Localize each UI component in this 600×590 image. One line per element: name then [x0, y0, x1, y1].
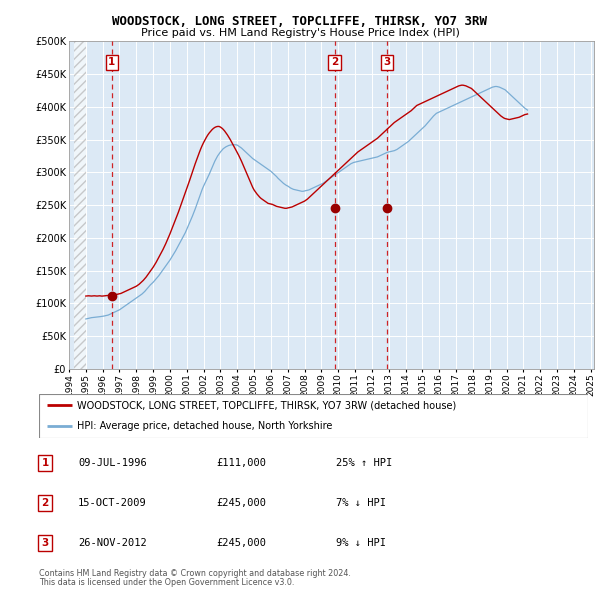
Text: 25% ↑ HPI: 25% ↑ HPI [336, 458, 392, 468]
Text: 7% ↓ HPI: 7% ↓ HPI [336, 498, 386, 507]
Text: Contains HM Land Registry data © Crown copyright and database right 2024.: Contains HM Land Registry data © Crown c… [39, 569, 351, 578]
Text: 15-OCT-2009: 15-OCT-2009 [78, 498, 147, 507]
Text: Price paid vs. HM Land Registry's House Price Index (HPI): Price paid vs. HM Land Registry's House … [140, 28, 460, 38]
Text: HPI: Average price, detached house, North Yorkshire: HPI: Average price, detached house, Nort… [77, 421, 333, 431]
Text: £245,000: £245,000 [216, 538, 266, 548]
Bar [74, 41, 86, 369]
Text: 09-JUL-1996: 09-JUL-1996 [78, 458, 147, 468]
Text: 1: 1 [41, 458, 49, 468]
Text: 2: 2 [331, 57, 338, 67]
Text: 26-NOV-2012: 26-NOV-2012 [78, 538, 147, 548]
Text: WOODSTOCK, LONG STREET, TOPCLIFFE, THIRSK, YO7 3RW: WOODSTOCK, LONG STREET, TOPCLIFFE, THIRS… [113, 15, 487, 28]
Text: This data is licensed under the Open Government Licence v3.0.: This data is licensed under the Open Gov… [39, 578, 295, 587]
Text: £111,000: £111,000 [216, 458, 266, 468]
Text: 3: 3 [383, 57, 391, 67]
Text: £245,000: £245,000 [216, 498, 266, 507]
Text: 1: 1 [108, 57, 115, 67]
Text: 3: 3 [41, 538, 49, 548]
Text: WOODSTOCK, LONG STREET, TOPCLIFFE, THIRSK, YO7 3RW (detached house): WOODSTOCK, LONG STREET, TOPCLIFFE, THIRS… [77, 401, 457, 411]
Text: 9% ↓ HPI: 9% ↓ HPI [336, 538, 386, 548]
Text: 2: 2 [41, 498, 49, 507]
